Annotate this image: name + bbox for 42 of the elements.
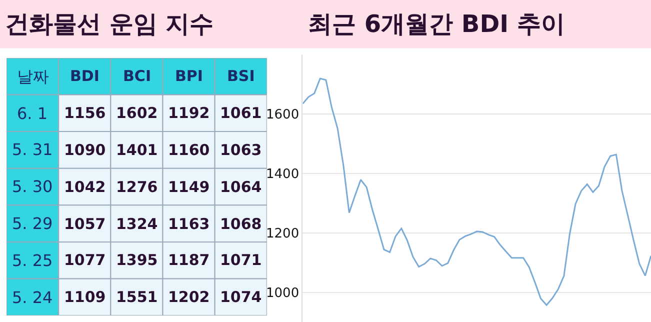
y-tick-label: 5. 30 [12,177,53,196]
y-axis-title: 날짜 [17,67,49,86]
data-label: 1160 [168,141,210,159]
chart-title: 최근 6개월간 BDI 추이 [308,10,565,38]
y-tick-label: 1400 [266,167,300,182]
data-label: 1061 [220,104,262,122]
x-tick-label: BPI [175,67,204,85]
data-label: 1602 [116,104,158,122]
x-tick-label: BCI [123,67,152,85]
y-tick-label: 1200 [266,226,300,242]
data-label: 1068 [220,215,262,233]
data-label: 1090 [64,141,106,159]
data-label: 1324 [116,215,158,233]
data-label: 1063 [220,141,262,159]
data-label: 1074 [220,288,262,306]
y-tick-label: 1000 [266,286,300,301]
x-tick-label: BSI [227,67,255,85]
y-tick-label: 5. 31 [12,140,53,159]
data-label: 1187 [168,251,210,269]
data-label: 1276 [116,178,158,196]
chart-title: 건화물선 운임 지수 [5,10,214,38]
y-tick-label: 5. 25 [12,251,53,270]
data-label: 1077 [64,251,106,269]
y-tick-label: 6. 1 [17,104,48,123]
y-tick-label: 5. 24 [12,288,53,307]
data-label: 1071 [220,251,262,269]
data-label: 1163 [168,215,210,233]
y-tick-label: 1600 [266,108,300,123]
data-label: 1551 [116,288,158,306]
line-series [302,78,651,306]
data-label: 1395 [116,251,158,269]
data-label: 1109 [64,288,106,306]
data-label: 1202 [168,288,210,306]
data-label: 1149 [168,178,210,196]
data-label: 1057 [64,215,106,233]
data-label: 1064 [220,178,262,196]
data-label: 1192 [168,104,210,122]
y-tick-label: 5. 29 [12,214,53,233]
data-label: 1042 [64,178,106,196]
data-label: 1156 [64,104,106,122]
data-label: 1401 [116,141,158,159]
x-tick-label: BDI [70,67,100,85]
